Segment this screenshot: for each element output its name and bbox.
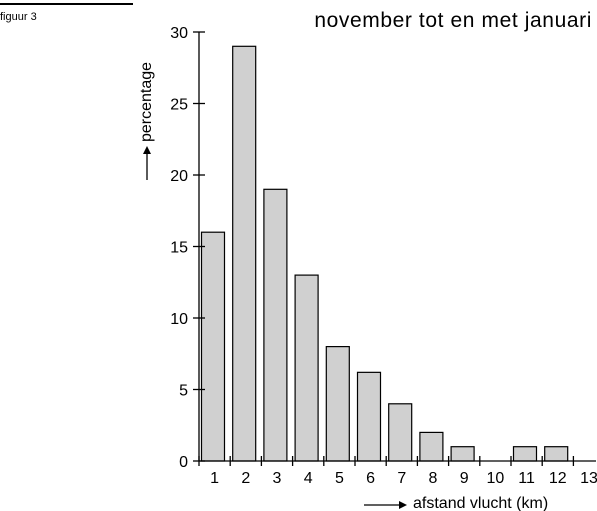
figure-label-rule — [0, 3, 133, 5]
bar-12 — [544, 446, 569, 462]
y-tick-label-25: 25 — [170, 97, 188, 114]
x-tick-label-12: 12 — [549, 470, 567, 487]
y-tick-label-30: 30 — [170, 25, 188, 42]
bar-9 — [450, 446, 475, 462]
bar-4 — [294, 274, 319, 462]
y-tick-label-0: 0 — [179, 454, 188, 471]
x-tick-label-2: 2 — [241, 470, 250, 487]
y-tick-label-20: 20 — [170, 168, 188, 185]
bar-5 — [325, 346, 350, 462]
x-axis-label-arrow-head — [399, 501, 407, 509]
x-tick-label-4: 4 — [304, 470, 313, 487]
x-ticks-layer: 1 2 3 4 5 6 7 8 9 10 11 12 13 — [198, 456, 597, 487]
figure-label: figuur 3 — [0, 11, 37, 23]
x-tick-label-1: 1 — [210, 470, 219, 487]
bar-3 — [263, 188, 288, 462]
x-axis-label-group: afstand vlucht (km) — [364, 495, 548, 511]
bar-7 — [388, 403, 413, 462]
bars-layer — [200, 45, 569, 462]
bar-11 — [512, 446, 538, 462]
x-tick-label-8: 8 — [429, 470, 438, 487]
y-ticks-layer: 0 5 10 15 20 25 30 — [170, 25, 205, 471]
chart-title: november tot en met januari — [314, 9, 592, 32]
y-axis-label-group: percentage — [138, 62, 155, 180]
x-tick-label-6: 6 — [366, 470, 375, 487]
axes-layer — [198, 32, 596, 462]
y-axis-label: percentage — [138, 62, 155, 142]
x-tick-label-9: 9 — [460, 470, 469, 487]
bar-6 — [356, 371, 382, 462]
y-tick-label-15: 15 — [170, 240, 188, 257]
y-tick-label-10: 10 — [170, 311, 188, 328]
x-tick-label-10: 10 — [487, 470, 505, 487]
bar-1 — [200, 231, 226, 462]
bar-8 — [419, 431, 444, 462]
x-tick-label-5: 5 — [335, 470, 344, 487]
x-axis-label: afstand vlucht (km) — [413, 495, 548, 511]
y-axis-label-arrow-head — [143, 146, 151, 154]
x-tick-label-3: 3 — [273, 470, 282, 487]
bar-2 — [232, 45, 257, 462]
x-tick-label-7: 7 — [397, 470, 406, 487]
x-tick-label-13: 13 — [580, 470, 597, 487]
y-tick-label-5: 5 — [179, 383, 188, 400]
x-tick-label-11: 11 — [518, 470, 535, 487]
